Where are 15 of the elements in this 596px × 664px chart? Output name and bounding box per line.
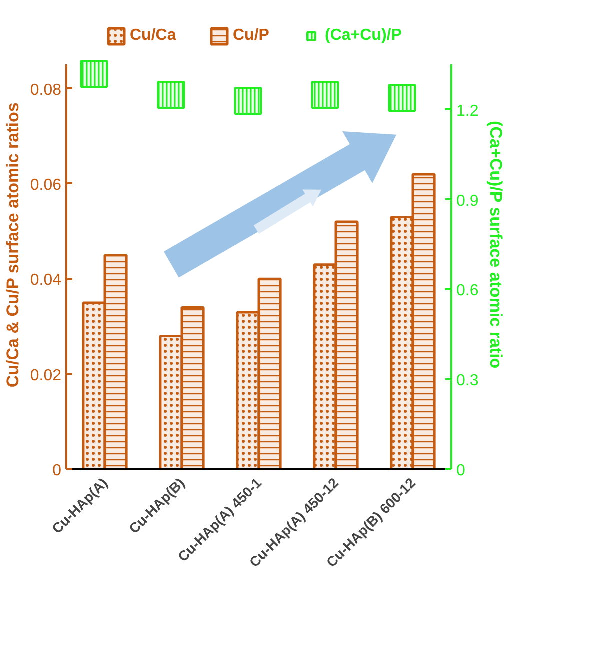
y2-tick-label: 0.6 [456, 282, 479, 300]
legend-label: Cu/P [233, 27, 270, 45]
y-tick-label: 0 [52, 462, 62, 480]
y-tick-label: 0.06 [30, 176, 62, 194]
y2-axis-title: (Ca+Cu)/P surface atomic ratio [486, 121, 506, 369]
y-tick-label: 0.04 [30, 272, 62, 290]
y2-tick-label: 0.9 [456, 192, 479, 210]
y-axis-title: Cu/Ca & Cu/P surface atomic ratios [3, 102, 22, 388]
y-tick-label: 0.02 [30, 367, 62, 384]
legend-label: (Ca+Cu)/P [325, 27, 402, 45]
legend-label: Cu/Ca [130, 27, 176, 45]
y-tick-label: 0.08 [30, 82, 62, 99]
y2-tick-label: 1.2 [456, 102, 479, 120]
y2-tick-label: 0 [456, 462, 466, 480]
y2-tick-label: 0.3 [456, 372, 479, 390]
